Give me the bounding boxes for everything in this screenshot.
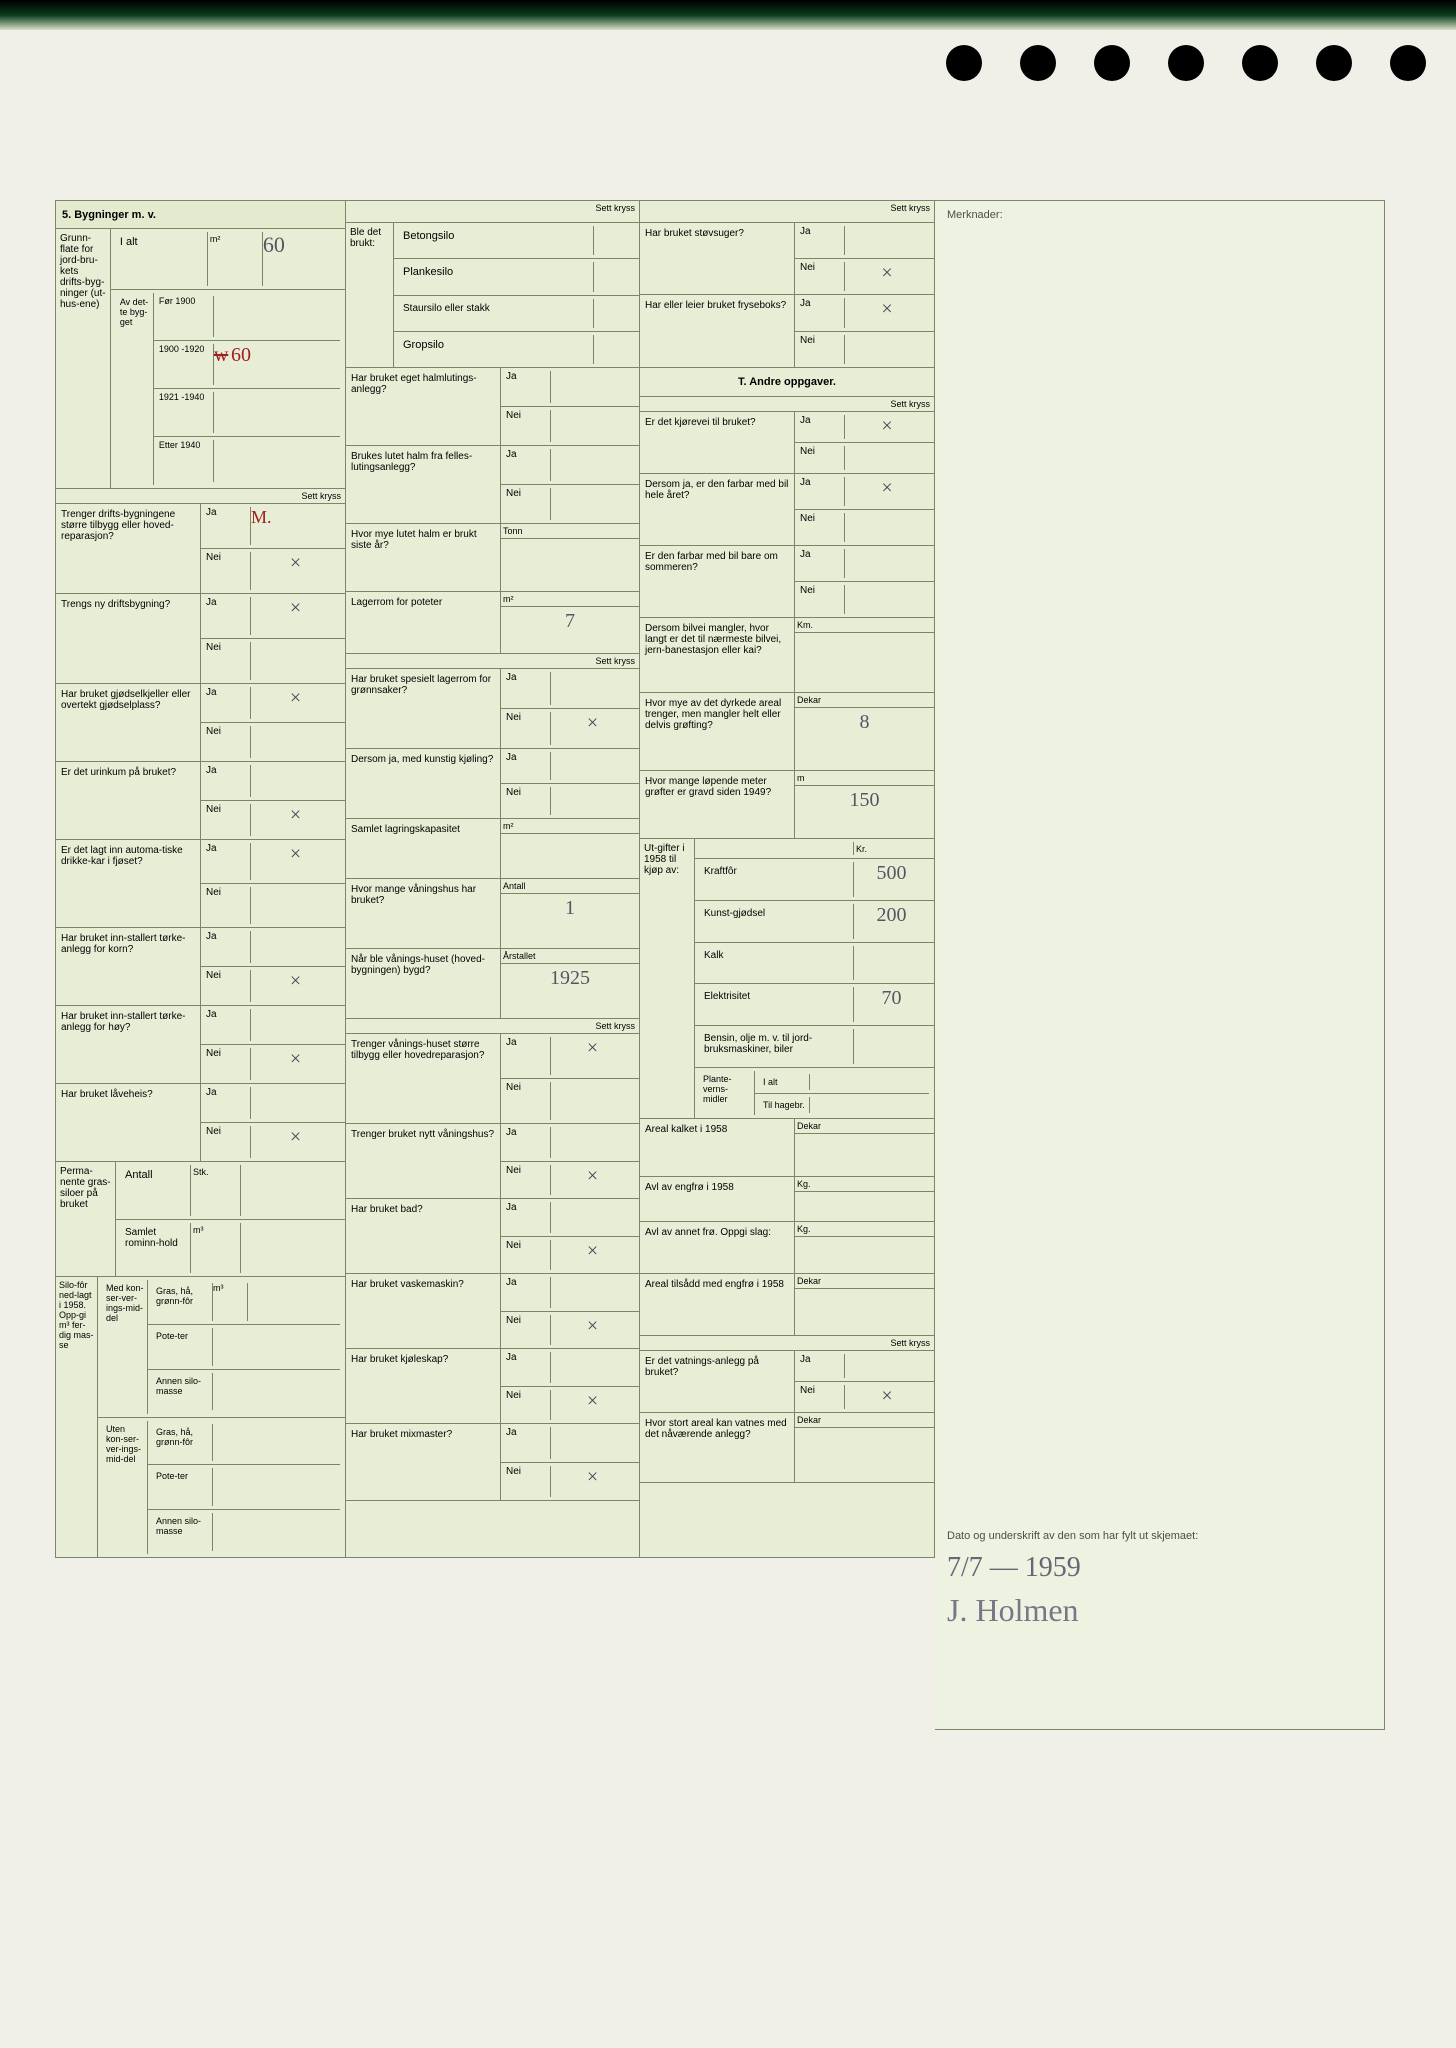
silo-row-2a: Annen silo-masse (153, 1373, 213, 1411)
ble-brukt: Ble det brukt: (346, 223, 394, 367)
column-1: 5. Bygninger m. v. Grunn-flate for jord-… (56, 201, 346, 1557)
m3-unit: m³ (191, 1223, 241, 1274)
silo-row-0b: Gras, hå, grønn-fôr (153, 1424, 213, 1462)
period-1-value: w 60 (214, 344, 335, 385)
period-2: 1921 -1940 (159, 392, 214, 433)
grunnflate-label: Grunn-flate for jord-bru-kets drifts-byg… (56, 229, 111, 488)
antall-label: Antall (121, 1165, 191, 1216)
i-alt-label: I alt (116, 232, 208, 286)
q1-1: Trengs ny driftsbygning? (56, 594, 201, 683)
section-t-header: T. Andre oppgaver. (640, 368, 934, 397)
merknader-label: Merknader: (935, 201, 1384, 229)
m3-a: m³ (213, 1283, 248, 1321)
sett-kryss-1: Sett kryss (56, 489, 345, 504)
samlet-label: Samlet rominn-hold (121, 1223, 191, 1274)
q1-2: Har bruket gjødselkjeller eller overtekt… (56, 684, 201, 761)
sk-c3-top: Sett kryss (640, 201, 934, 223)
av-dette-label: Av det-te byg-get (116, 293, 154, 485)
q1-6: Har bruket inn-stallert tørke-anlegg for… (56, 1006, 201, 1083)
period-0: Før 1900 (159, 296, 214, 337)
silo-row-1b: Pote-ter (153, 1468, 213, 1506)
period-3: Etter 1940 (159, 440, 214, 482)
sig-label: Dato og underskrift av den som har fylt … (947, 1530, 1372, 1542)
column-2: Sett kryss Ble det brukt: Betongsilo Pla… (346, 201, 640, 1557)
unit-m2: m² (208, 232, 263, 286)
stk-unit: Stk. (191, 1165, 241, 1216)
plankesilo: Plankesilo (399, 262, 594, 291)
silo-row-0a: Gras, hå, grønn-fôr (153, 1283, 213, 1321)
sk-c3-mid: Sett kryss (640, 397, 934, 412)
perm-siloer-label: Perma-nente gras-siloer på bruket (56, 1162, 116, 1276)
column-3: Sett kryss Har bruket støvsuger? Ja Nei×… (640, 201, 934, 1557)
silo-row-2b: Annen silo-masse (153, 1513, 213, 1551)
staursilo: Staursilo eller stakk (399, 299, 594, 328)
q1-3: Er det urinkum på bruket? (56, 762, 201, 839)
merknader-panel: Merknader: Dato og underskrift av den so… (935, 200, 1385, 1730)
gropsilo: Gropsilo (399, 335, 594, 364)
sig-date: 7/7 — 1959 (947, 1552, 1372, 1584)
q1-0: Trenger drifts-bygningene større tilbygg… (56, 504, 201, 593)
q1-7: Har bruket låveheis? (56, 1084, 201, 1161)
sig-name: J. Holmen (947, 1592, 1372, 1629)
uten-label: Uten kon-ser-ver-ings-mid-del (103, 1421, 148, 1555)
silo-row-1a: Pote-ter (153, 1328, 213, 1366)
q1-5: Har bruket inn-stallert tørke-anlegg for… (56, 928, 201, 1005)
form-paper: 5. Bygninger m. v. Grunn-flate for jord-… (55, 200, 935, 1558)
betongsilo: Betongsilo (399, 226, 594, 255)
silofor-label: Silo-fôr ned-lagt i 1958. Opp-gi m³ fer-… (56, 1277, 98, 1557)
period-1: 1900 -1920 (159, 344, 214, 385)
q1-4: Er det lagt inn automa-tiske drikke-kar … (56, 840, 201, 927)
med-label: Med kon-ser-ver-ings-mid-del (103, 1280, 148, 1414)
sk-c2-top: Sett kryss (346, 201, 639, 223)
signature-block: Dato og underskrift av den som har fylt … (947, 1530, 1372, 1629)
i-alt-value: 60 (263, 232, 340, 286)
section-5-header: 5. Bygninger m. v. (56, 201, 345, 229)
